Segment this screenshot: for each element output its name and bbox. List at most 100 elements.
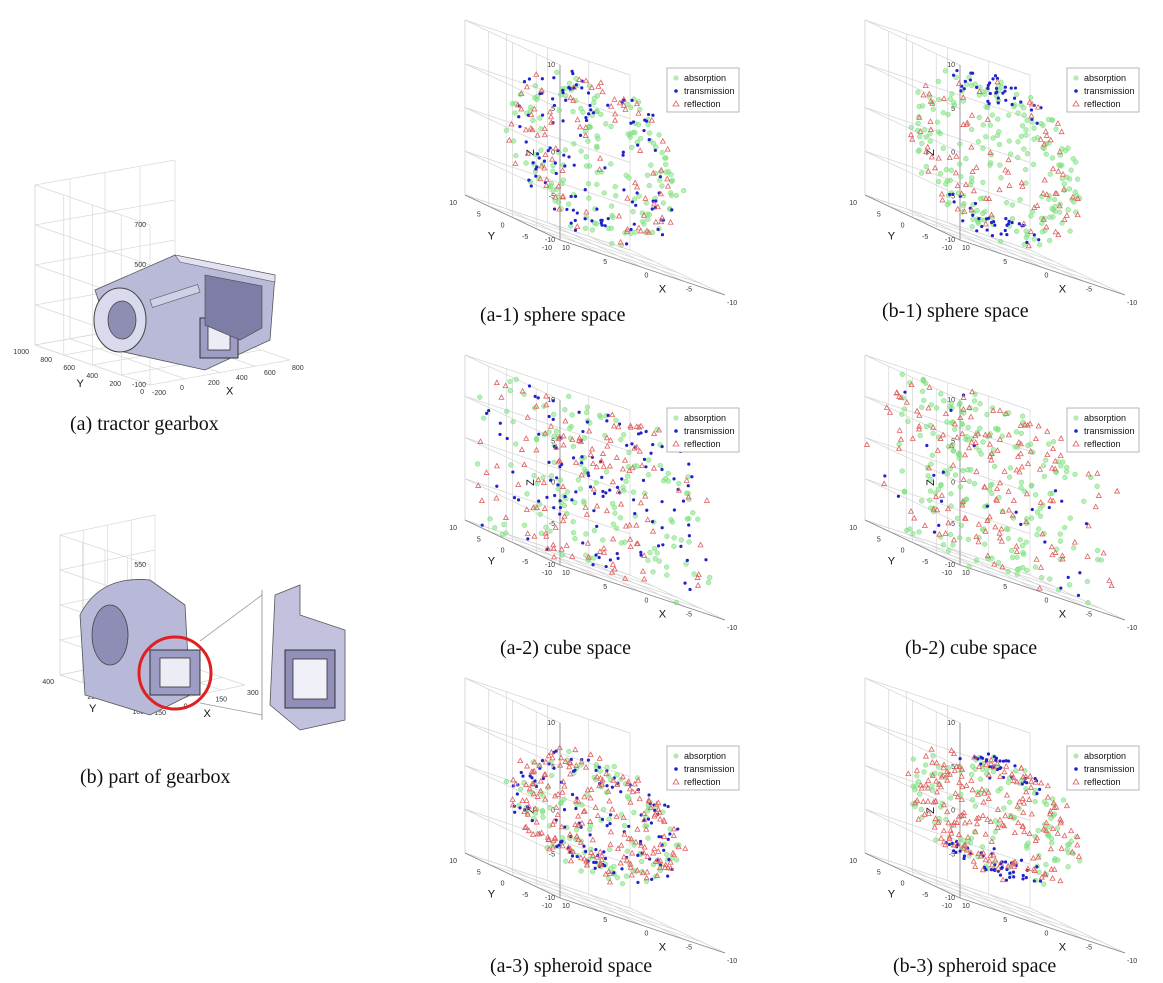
reflection-point	[982, 830, 989, 837]
reflection-point	[657, 815, 664, 822]
transmission-point	[608, 822, 612, 826]
reflection-point	[478, 497, 485, 504]
reflection-point	[988, 838, 995, 844]
absorption-point	[918, 170, 925, 176]
absorption-point	[572, 535, 578, 542]
reflection-point	[914, 407, 921, 414]
reflection-point	[606, 878, 614, 885]
reflection-point	[506, 136, 513, 143]
grid	[464, 677, 726, 954]
absorption-point	[611, 863, 617, 870]
absorption-point	[1061, 181, 1068, 187]
absorption-point	[678, 537, 684, 543]
reflection-point	[574, 223, 581, 229]
grid-line	[864, 765, 1031, 821]
reflection-point	[600, 463, 607, 469]
reflection-point	[562, 417, 569, 424]
transmission-point	[578, 133, 583, 137]
absorption-point	[989, 481, 995, 487]
reflection-point	[959, 501, 966, 508]
absorption-point	[928, 402, 935, 408]
transmission-point	[515, 792, 519, 796]
reflection-point	[1033, 556, 1040, 562]
caption-b2: (b-2) cube space	[905, 637, 1038, 659]
reflection-point	[1056, 202, 1063, 209]
transmission-point	[630, 442, 634, 446]
reflection-point	[493, 494, 500, 501]
transmission-point	[666, 837, 670, 841]
absorption-point	[594, 169, 600, 175]
absorption-point	[965, 467, 971, 473]
transmission-point	[999, 232, 1003, 236]
x-tick-label: -5	[1086, 611, 1092, 618]
absorption-point	[1015, 154, 1021, 161]
absorption-point	[625, 464, 631, 470]
x-tick-label: -10	[727, 625, 737, 632]
legend-entry: absorption	[684, 73, 726, 83]
reflection-point	[969, 388, 976, 395]
absorption-point	[922, 762, 929, 768]
reflection-point	[551, 553, 558, 560]
reflection-point	[1058, 845, 1065, 851]
y-tick-label: -10	[942, 570, 952, 577]
z-tick-label: -100	[132, 382, 146, 389]
reflection-point	[986, 440, 993, 447]
reflection-point	[1013, 466, 1020, 473]
transmission-point	[979, 755, 983, 759]
reflection-point	[967, 413, 975, 420]
legend-marker-transmission	[1074, 89, 1078, 93]
reflection-point	[498, 394, 505, 400]
absorption-point	[1036, 242, 1043, 248]
absorption-point	[1028, 213, 1034, 219]
absorption-point	[611, 763, 617, 770]
reflection-point	[907, 131, 915, 138]
reflection-point	[987, 452, 994, 459]
transmission-point	[570, 854, 575, 858]
absorption-point	[980, 210, 986, 217]
reflection-point	[992, 856, 999, 863]
reflection-point	[582, 77, 590, 84]
reflection-point	[1049, 551, 1056, 558]
transmission-point	[531, 161, 535, 165]
transmission-point	[558, 512, 562, 516]
absorption-point	[1007, 465, 1014, 471]
reflection-point	[524, 530, 531, 536]
transmission-point	[583, 217, 587, 221]
reflection-point	[518, 446, 526, 452]
transmission-point	[1053, 489, 1058, 493]
absorption-point	[938, 534, 944, 540]
transmission-point	[599, 218, 603, 223]
z-tick-label: -10	[545, 237, 555, 244]
y-axis-label: Y	[488, 230, 496, 242]
absorption-point	[977, 776, 984, 782]
reflection-point	[502, 382, 509, 389]
reflection-point	[1061, 216, 1068, 223]
reflection-point	[1047, 136, 1054, 143]
reflection-point	[581, 793, 588, 800]
z-axis-label: Z	[525, 149, 537, 156]
transmission-point	[1038, 787, 1042, 791]
legend-marker-reflection	[672, 778, 680, 785]
absorption-point	[1023, 127, 1029, 133]
reflection-point	[1071, 538, 1078, 545]
x-tick-label: -10	[1127, 958, 1137, 965]
reflection-point	[627, 864, 634, 870]
reflection-point	[610, 422, 618, 429]
absorption-point	[507, 388, 513, 394]
axis-line	[864, 194, 961, 241]
transmission-point	[606, 413, 610, 417]
reflection-point	[973, 815, 980, 821]
reflection-point	[1005, 156, 1012, 163]
absorption-point	[1084, 578, 1091, 585]
transmission-point	[620, 477, 624, 481]
transmission-point	[681, 499, 686, 503]
reflection-point	[1010, 859, 1017, 866]
absorption-point	[940, 542, 947, 548]
legend-marker-transmission	[674, 429, 678, 433]
absorption-point	[546, 823, 553, 829]
absorption-point	[1085, 600, 1091, 606]
transmission-point	[651, 443, 655, 447]
reflection-point	[583, 208, 590, 215]
reflection-point	[964, 119, 971, 126]
grid-line	[629, 574, 726, 621]
